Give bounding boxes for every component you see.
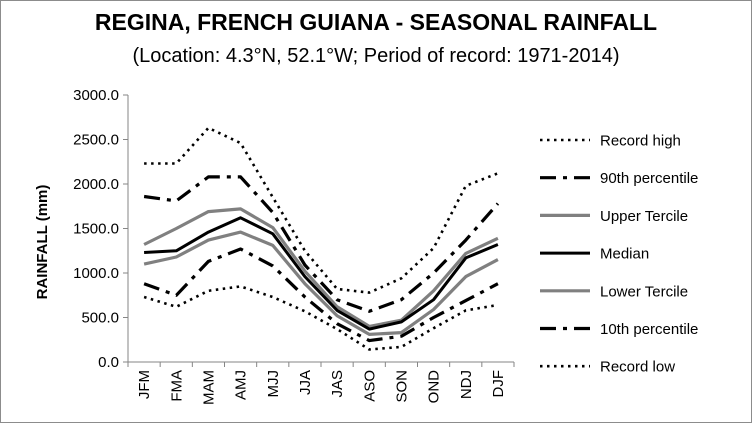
x-tick-label: JAS — [329, 370, 346, 398]
y-axis-title: RAINFALL (mm) — [34, 185, 51, 300]
legend-label-lower-tercile: Lower Tercile — [600, 283, 688, 300]
series-line-record-high — [144, 126, 499, 294]
series-line-90th-percentile — [143, 175, 500, 313]
y-tick-label: 1500.0 — [73, 221, 119, 238]
legend-label-record-low: Record low — [600, 359, 675, 376]
x-tick-label: JFM — [136, 370, 153, 399]
y-tick-label: 2500.0 — [73, 132, 119, 149]
x-tick-label: NDJ — [458, 370, 475, 399]
legend-label-median: Median — [600, 246, 649, 263]
legend: Record high 90th percentile Upper Tercile M… — [540, 133, 698, 376]
legend-label-90th-percentile: 90th percentile — [600, 170, 698, 187]
legend-label-10th-percentile: 10th percentile — [600, 321, 698, 338]
series-line-lower-tercile — [143, 230, 499, 336]
x-tick-label: DJF — [490, 370, 507, 398]
x-tick-label: FMA — [168, 370, 185, 402]
y-tick-label: 2000.0 — [73, 176, 119, 193]
x-tick-label: JJA — [297, 370, 314, 395]
series-line-10th-percentile — [143, 247, 499, 343]
x-tick-label: MJJ — [265, 370, 282, 398]
series-line-record-low — [143, 285, 499, 351]
legend-label-upper-tercile: Upper Tercile — [600, 208, 688, 225]
y-tick-label: 3000.0 — [73, 87, 119, 104]
x-tick-label: OND — [426, 370, 443, 404]
x-tick-label: ASO — [361, 370, 378, 402]
y-tick-label: 0.0 — [98, 354, 119, 371]
legend-label-record-high: Record high — [600, 133, 681, 150]
chart-title: REGINA, FRENCH GUIANA - SEASONAL RAINFAL… — [95, 9, 657, 35]
y-tick-label: 1000.0 — [73, 265, 119, 282]
x-tick-label: AMJ — [233, 370, 250, 400]
x-tick-label: SON — [393, 370, 410, 403]
series-line-median — [144, 216, 499, 331]
plot-area: 3000.0 2500.0 2000.0 1500.0 1000.0 500.0 0.0 JF… — [73, 87, 515, 405]
series-line-upper-tercile — [143, 207, 499, 328]
y-tick-label: 500.0 — [81, 310, 119, 327]
chart-subtitle: (Location: 4.3°N, 52.1°W; Period of reco… — [132, 45, 619, 67]
x-tick-label: MAM — [200, 370, 217, 405]
